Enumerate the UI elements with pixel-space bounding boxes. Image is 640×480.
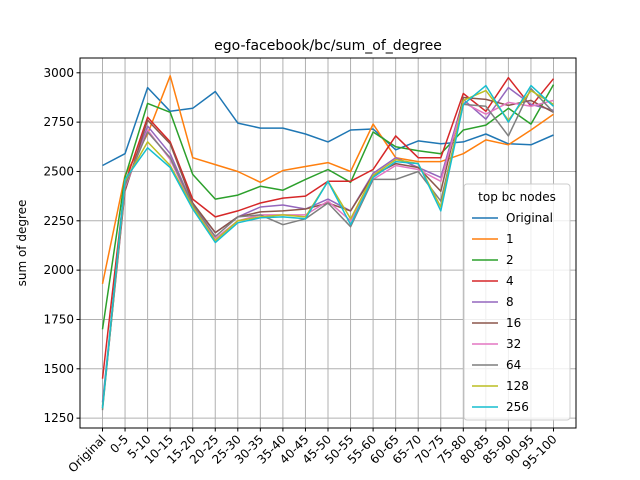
- series-line-1: [101, 75, 554, 285]
- legend-entry: Original: [506, 211, 553, 225]
- series-line-original: [102, 86, 554, 167]
- series-line-256: [101, 84, 555, 409]
- series-line-2: [101, 84, 555, 330]
- y-tick-label: 2000: [43, 263, 74, 277]
- legend-box: [463, 183, 571, 421]
- y-tick-label: 1500: [43, 362, 74, 376]
- series-line-32: [101, 99, 554, 409]
- series-lines: [101, 75, 555, 411]
- y-tick-label: 1250: [43, 411, 74, 425]
- legend-title: top bc nodes: [478, 190, 556, 204]
- y-axis: 1250 1500 1750 2000 2250 2500 2750 3000: [43, 66, 80, 425]
- y-tick-label: 1750: [43, 312, 74, 326]
- legend-entry: 1: [506, 232, 514, 246]
- legend-entry: 128: [506, 379, 529, 393]
- y-tick-label: 2250: [43, 214, 74, 228]
- legend-entry: 8: [506, 295, 514, 309]
- legend-entry: 256: [506, 400, 529, 414]
- y-tick-label: 2750: [43, 115, 74, 129]
- grid-lines: [80, 58, 576, 428]
- legend: top bc nodes Original 1 2 4 8 16 32 64 128 256: [463, 183, 571, 421]
- chart-title: ego-facebook/bc/sum_of_degree: [214, 38, 442, 54]
- series-line-8: [101, 86, 554, 403]
- y-tick-label: 3000: [43, 66, 74, 80]
- legend-entry: 16: [506, 316, 521, 330]
- legend-entry: 64: [506, 358, 521, 372]
- y-axis-title: sum of degree: [15, 200, 29, 287]
- legend-entry: 32: [506, 337, 521, 351]
- legend-entry: 2: [506, 253, 514, 267]
- series-line-64: [101, 87, 555, 411]
- legend-entry: 4: [506, 274, 514, 288]
- y-tick-label: 2500: [43, 164, 74, 178]
